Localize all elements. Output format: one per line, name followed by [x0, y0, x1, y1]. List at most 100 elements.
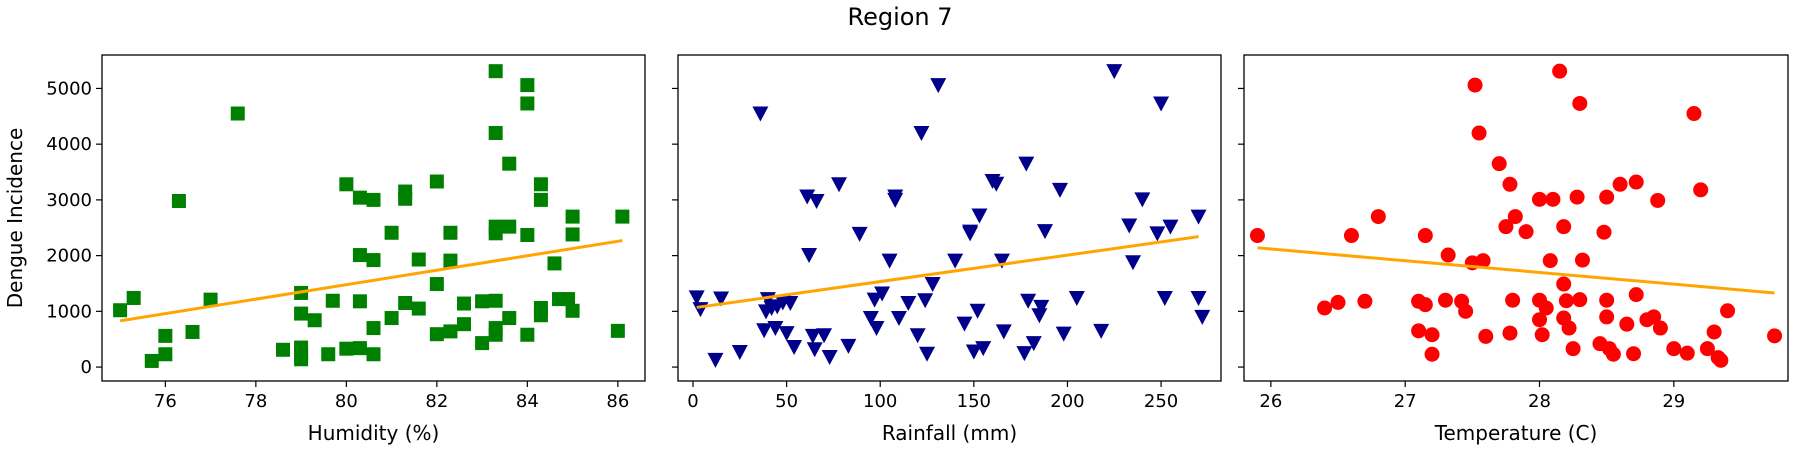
data-point	[962, 224, 979, 240]
panel-1: 76 78 80 82 84 86 0 1000 2000 3000 4000 5000 Humidit…	[3, 54, 646, 445]
data-point	[862, 311, 879, 327]
data-point	[443, 324, 458, 339]
y-tick-label: 5000	[46, 78, 92, 99]
data-point	[1134, 192, 1151, 208]
data-point	[874, 286, 891, 302]
data-point	[1018, 156, 1035, 172]
data-point	[113, 303, 128, 318]
data-point	[443, 253, 458, 268]
x-tick-label: 50	[775, 391, 798, 412]
data-point	[1458, 303, 1474, 319]
data-point	[1440, 247, 1456, 263]
data-point	[475, 294, 490, 309]
data-point	[230, 106, 245, 121]
data-point	[1542, 253, 1558, 269]
panels: 76 78 80 82 84 86010002000300040005000Humidit…	[3, 54, 1789, 445]
data-point	[307, 313, 322, 328]
data-point	[1162, 219, 1179, 235]
data-point	[1020, 293, 1037, 309]
data-point	[561, 292, 576, 307]
data-point	[1498, 219, 1514, 235]
data-point	[1706, 324, 1722, 340]
data-point	[913, 126, 930, 142]
axes-frame	[677, 54, 1222, 382]
x-tick-label: 29	[1662, 391, 1685, 412]
data-point	[778, 326, 795, 342]
data-point	[565, 227, 580, 242]
trend-line	[119, 239, 623, 323]
data-point	[339, 341, 354, 356]
data-point	[1317, 300, 1333, 316]
data-point	[610, 323, 625, 338]
x-tick-label: 200	[1050, 391, 1084, 412]
data-point	[1149, 226, 1166, 242]
data-point	[1605, 346, 1621, 362]
data-point	[520, 96, 535, 111]
data-point	[1036, 224, 1053, 240]
x-tick-label: 26	[1259, 391, 1282, 412]
trend-line	[696, 235, 1199, 309]
x-axis-label: Temperature (C)	[1434, 421, 1598, 445]
data-point	[1556, 219, 1572, 235]
data-point	[688, 290, 705, 306]
data-point	[1652, 320, 1668, 336]
x-tick-label: 150	[957, 391, 991, 412]
points-1	[113, 64, 630, 368]
data-point	[919, 346, 936, 362]
data-point	[1417, 228, 1433, 244]
data-point	[1051, 182, 1068, 198]
data-point	[1249, 228, 1265, 244]
trend-line	[1257, 246, 1775, 295]
x-tick-label: 86	[606, 391, 629, 412]
data-point	[352, 341, 367, 356]
data-point	[924, 277, 941, 293]
y-tick-label: 4000	[46, 134, 92, 155]
data-point	[1467, 77, 1483, 93]
data-point	[565, 303, 580, 318]
data-point	[520, 327, 535, 342]
data-point	[488, 293, 503, 308]
data-point	[398, 191, 413, 206]
points-3	[1249, 63, 1783, 368]
data-point	[533, 308, 548, 323]
panel-2: 0 50 100 150 200 250 Rainfall (mm)	[672, 54, 1222, 445]
data-point	[1626, 346, 1642, 362]
x-tick-label: 27	[1394, 391, 1417, 412]
x-tick-label: 28	[1528, 391, 1551, 412]
x-tick-label: 76	[154, 391, 177, 412]
data-point	[752, 106, 769, 122]
data-point	[707, 352, 724, 368]
data-point	[366, 253, 381, 268]
data-point	[969, 303, 986, 319]
data-point	[547, 256, 562, 271]
data-point	[1507, 209, 1523, 225]
data-point	[1153, 96, 1170, 112]
data-point	[1190, 209, 1207, 225]
data-point	[808, 194, 825, 210]
figure-title: Region 7	[847, 3, 952, 31]
data-point	[533, 192, 548, 207]
data-point	[821, 350, 838, 366]
data-point	[488, 226, 503, 241]
data-point	[965, 344, 982, 360]
data-point	[1505, 292, 1521, 308]
data-point	[429, 327, 444, 342]
data-point	[1411, 323, 1427, 339]
data-point	[1025, 336, 1042, 352]
data-point	[502, 219, 517, 234]
data-point	[294, 352, 309, 367]
data-point	[366, 347, 381, 362]
data-point	[993, 253, 1010, 269]
data-point	[1628, 287, 1644, 303]
data-point	[398, 295, 413, 310]
data-point	[384, 225, 399, 240]
data-point	[971, 208, 988, 224]
data-point	[1424, 346, 1440, 362]
data-point	[1068, 290, 1085, 306]
data-point	[502, 156, 517, 171]
data-point	[713, 291, 730, 307]
data-point	[1124, 255, 1141, 271]
data-point	[366, 321, 381, 336]
x-tick-label: 250	[1144, 391, 1178, 412]
